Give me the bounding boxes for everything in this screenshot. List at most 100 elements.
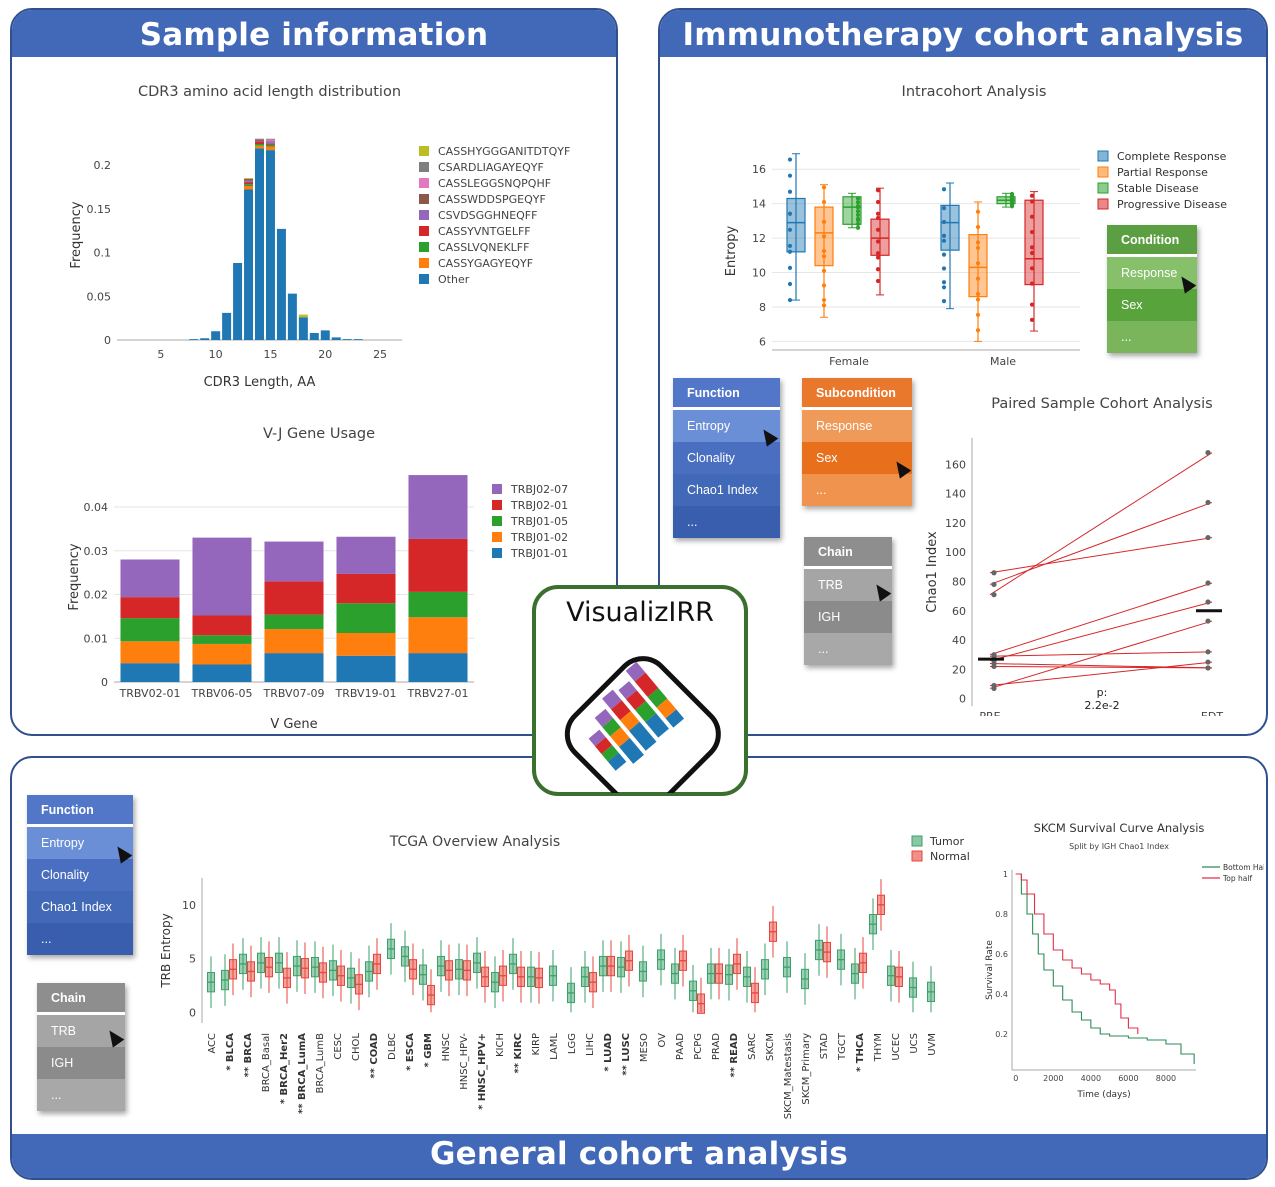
legend-swatch: [419, 242, 429, 252]
data-point: [941, 233, 947, 238]
menu-item-entropy[interactable]: Entropy: [27, 827, 133, 859]
bar-segment: [120, 597, 180, 619]
legend-label: Other: [438, 273, 470, 286]
bar-segment: [244, 189, 254, 340]
x-tick-label: CESC: [333, 1033, 344, 1060]
data-point: [821, 199, 827, 205]
p-value-label: p:: [1097, 686, 1108, 699]
x-tick-label: CHOL: [351, 1033, 362, 1061]
data-point: [875, 239, 881, 244]
legend-swatch: [1097, 150, 1109, 162]
x-tick-label: ** BRCA: [243, 1033, 254, 1078]
y-tick-label: 12: [752, 232, 766, 245]
legend-swatch: [419, 274, 429, 284]
data-point: [875, 255, 881, 260]
bar-segment: [264, 541, 324, 582]
x-tick-label: 4000: [1081, 1074, 1101, 1083]
menu-item-igh[interactable]: IGH: [37, 1047, 125, 1079]
data-point: [975, 312, 981, 317]
bar-segment: [265, 139, 275, 142]
legend-label: CSARDLIAGAYEQYF: [438, 161, 544, 174]
bar-segment: [120, 618, 180, 642]
function-menu-header: Function: [27, 795, 133, 827]
menu-item-more[interactable]: ...: [37, 1079, 125, 1111]
x-tick-label: 15: [263, 348, 277, 361]
menu-item-response[interactable]: Response: [802, 410, 912, 442]
legend-swatch: [911, 850, 923, 862]
data-point: [1029, 214, 1035, 219]
data-point: [1029, 266, 1035, 271]
data-point: [821, 219, 827, 224]
function-menu-top[interactable]: Function Entropy Clonality Chao1 Index .…: [673, 378, 780, 538]
menu-item-clonality[interactable]: Clonality: [27, 859, 133, 891]
data-point: [787, 249, 793, 254]
y-tick-label: 0.03: [84, 545, 109, 558]
condition-menu[interactable]: Condition Response Sex ...: [1107, 225, 1197, 353]
legend-label: TRBJ02-01: [510, 499, 568, 512]
y-tick-label: 0.2: [995, 1030, 1008, 1039]
subcondition-menu[interactable]: Subcondition Response Sex ...: [802, 378, 912, 506]
general-cohort-title: General cohort analysis: [12, 1134, 1266, 1178]
function-menu-bottom[interactable]: Function Entropy Clonality Chao1 Index .…: [27, 795, 133, 955]
menu-item-chao1[interactable]: Chao1 Index: [27, 891, 133, 923]
data-point: [975, 224, 981, 230]
menu-item-trb[interactable]: TRB: [37, 1015, 125, 1047]
x-tick-label: 2000: [1043, 1074, 1063, 1083]
legend-label: CASSWDDSPGEQYF: [438, 193, 546, 206]
legend-swatch: [492, 500, 502, 510]
x-tick-label: * BLCA: [225, 1033, 236, 1071]
bar-segment: [265, 144, 275, 145]
x-tick-label: 8000: [1156, 1074, 1176, 1083]
x-tick-label: 0: [1013, 1074, 1018, 1083]
menu-item-entropy[interactable]: Entropy: [673, 410, 780, 442]
bar-segment: [353, 339, 363, 340]
x-tick-label: PCPG: [693, 1033, 704, 1060]
bar-segment: [342, 339, 352, 340]
logo-mark: [564, 656, 721, 793]
survival-curve-chart: SKCM Survival Curve Analysis Split by IGH…: [985, 821, 1264, 1100]
menu-item-trb[interactable]: TRB: [804, 569, 892, 601]
y-tick-label: 0.4: [995, 990, 1008, 999]
menu-item-clonality[interactable]: Clonality: [673, 442, 780, 474]
pair-line: [989, 537, 1213, 574]
x-tick-label: UCS: [909, 1033, 920, 1054]
legend-label: Top half: [1222, 874, 1252, 883]
y-tick-label: 0.2: [94, 159, 112, 172]
data-point: [787, 281, 793, 287]
menu-item-sex[interactable]: Sex: [1107, 289, 1197, 321]
bar-segment: [320, 330, 330, 340]
menu-item-more[interactable]: ...: [27, 923, 133, 955]
legend-swatch: [492, 484, 502, 494]
menu-item-more[interactable]: ...: [1107, 321, 1197, 353]
y-tick-label: 140: [945, 488, 966, 501]
data-point: [787, 173, 793, 178]
data-point: [855, 209, 861, 214]
chain-menu-bottom[interactable]: Chain TRB IGH ...: [37, 983, 125, 1111]
bar-segment: [192, 537, 252, 616]
chart-title: Paired Sample Cohort Analysis: [991, 396, 1212, 412]
y-tick-label: 60: [952, 605, 966, 618]
x-tick-label: KICH: [495, 1033, 506, 1057]
legend-label: CASSYVNTGELFF: [438, 225, 531, 238]
menu-item-more[interactable]: ...: [802, 474, 912, 506]
legend-label: CASSYGAGYEQYF: [438, 257, 533, 270]
y-tick-label: 0: [104, 334, 111, 347]
menu-item-more[interactable]: ...: [673, 506, 780, 538]
menu-item-chao1[interactable]: Chao1 Index: [673, 474, 780, 506]
x-tick-label: LIHC: [585, 1033, 596, 1056]
data-point: [1029, 229, 1035, 235]
data-point: [941, 219, 947, 225]
chain-menu-top[interactable]: Chain TRB IGH ...: [804, 537, 892, 665]
x-tick-label: TRBV19-01: [334, 687, 396, 700]
y-axis-label: Entropy: [724, 225, 739, 276]
menu-item-more[interactable]: ...: [804, 633, 892, 665]
menu-item-response[interactable]: Response: [1107, 257, 1197, 289]
legend-label: Normal: [930, 850, 970, 863]
data-point: [855, 218, 861, 223]
data-point: [875, 251, 881, 256]
menu-item-igh[interactable]: IGH: [804, 601, 892, 633]
data-point: [855, 200, 861, 205]
menu-item-sex[interactable]: Sex: [802, 442, 912, 474]
y-tick-label: 20: [952, 663, 966, 676]
bar-segment: [255, 148, 264, 340]
